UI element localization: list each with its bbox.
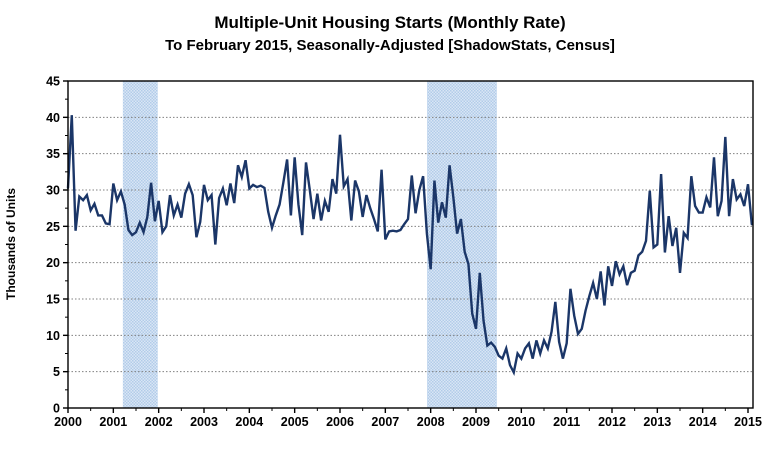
y-tick-label: 35 bbox=[46, 147, 60, 161]
x-tick-label: 2002 bbox=[145, 415, 173, 429]
y-tick-label: 25 bbox=[46, 220, 60, 234]
x-tick-label: 2000 bbox=[54, 415, 82, 429]
y-tick-label: 15 bbox=[46, 293, 60, 307]
x-tick-label: 2010 bbox=[507, 415, 535, 429]
recession-band bbox=[122, 81, 158, 408]
chart-subtitle: To February 2015, Seasonally-Adjusted [S… bbox=[165, 37, 615, 54]
x-tick-label: 2011 bbox=[553, 415, 580, 429]
x-tick-label: 2014 bbox=[689, 415, 717, 429]
x-tick-label: 2013 bbox=[643, 415, 671, 429]
x-tick-label: 2005 bbox=[281, 415, 309, 429]
y-tick-label: 5 bbox=[53, 365, 60, 379]
x-tick-label: 2004 bbox=[235, 415, 263, 429]
x-tick-label: 2009 bbox=[462, 415, 490, 429]
gridlines bbox=[68, 116, 753, 373]
axes: 0 5 10 15 20 25 30 35 40 45 2000 2001 2002 2003 2004 20… bbox=[46, 75, 762, 430]
y-axis-title: Thousands of Units bbox=[4, 188, 18, 300]
chart-title: Multiple-Unit Housing Starts (Monthly Ra… bbox=[214, 13, 565, 32]
y-tick-label: 45 bbox=[46, 75, 60, 89]
recession-bands bbox=[122, 81, 497, 408]
x-tick-label: 2007 bbox=[371, 415, 399, 429]
x-tick-label: 2008 bbox=[417, 415, 445, 429]
y-tick-label: 30 bbox=[46, 184, 60, 198]
x-tick-label: 2006 bbox=[326, 415, 354, 429]
y-tick-label: 10 bbox=[46, 329, 60, 343]
x-tick-label: 2001 bbox=[99, 415, 127, 429]
x-tick-label: 2015 bbox=[734, 415, 762, 429]
data-series bbox=[66, 115, 753, 376]
y-tick-label: 0 bbox=[53, 402, 60, 416]
series-line bbox=[66, 115, 753, 376]
recession-band bbox=[427, 81, 497, 408]
y-tick-label: 40 bbox=[46, 111, 60, 125]
x-tick-label: 2012 bbox=[598, 415, 626, 429]
y-tick-label: 20 bbox=[46, 256, 60, 270]
x-tick-label: 2003 bbox=[190, 415, 218, 429]
